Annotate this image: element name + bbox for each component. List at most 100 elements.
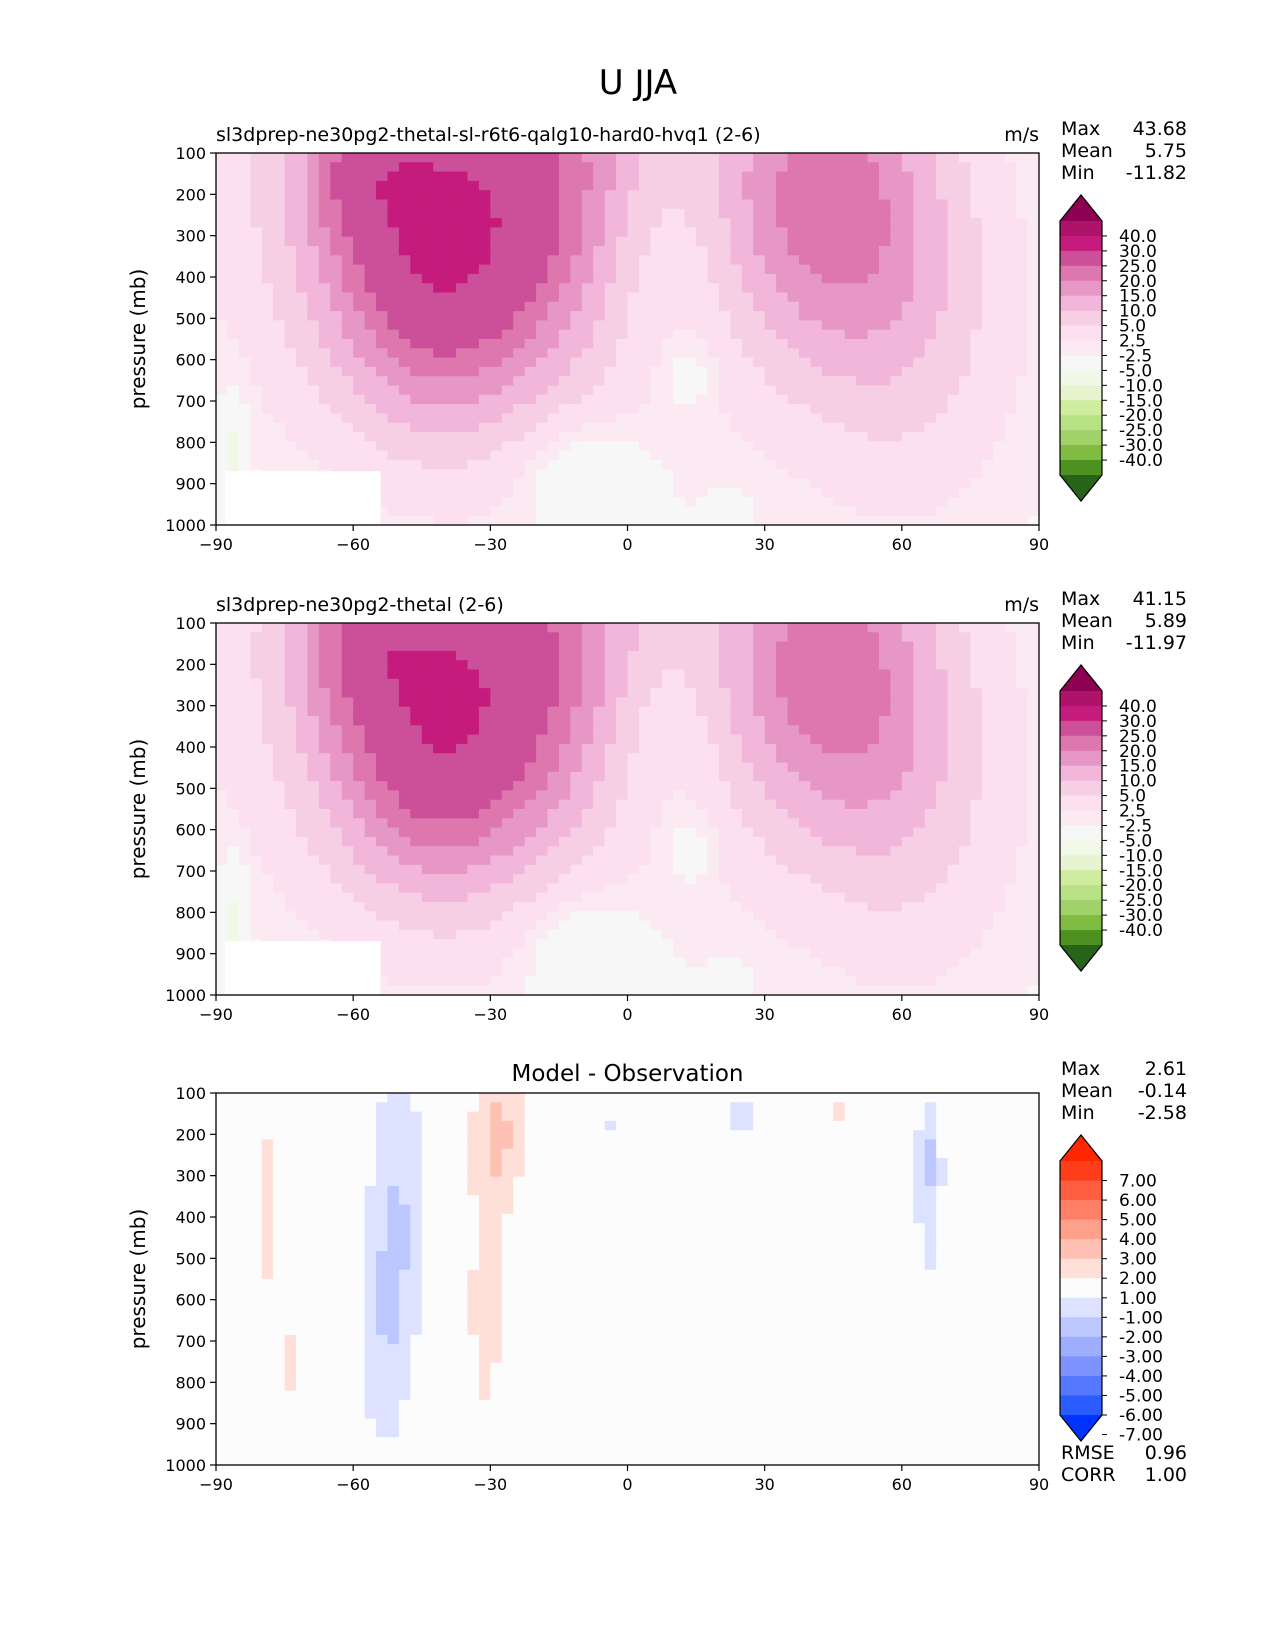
field-cell [958, 385, 972, 396]
field-cell [810, 688, 823, 698]
field-cell [993, 376, 1006, 387]
field-cell [421, 366, 434, 377]
field-cell [1016, 688, 1029, 698]
field-cell [238, 697, 251, 708]
field-cell [456, 725, 469, 736]
field-cell [593, 366, 606, 377]
field-cell [421, 218, 434, 228]
field-cell [787, 432, 800, 442]
field-cell [787, 716, 800, 726]
field-cell [696, 171, 709, 182]
field-cell [616, 697, 629, 708]
field-cell [490, 478, 503, 489]
field-cell [673, 864, 686, 875]
field-cell [718, 790, 731, 801]
colorbar-bin [1060, 445, 1102, 461]
field-cell [341, 688, 354, 698]
field-cell [844, 329, 857, 340]
field-cell [981, 459, 994, 470]
field-cell [627, 506, 640, 517]
field-cell [467, 208, 480, 219]
field-cell [216, 864, 229, 875]
field-cell [398, 864, 411, 875]
field-cell [593, 320, 606, 331]
field-cell [227, 236, 240, 247]
field-cell [844, 478, 857, 489]
field-cell [764, 441, 777, 452]
field-cell [490, 650, 503, 661]
field-cell [627, 404, 640, 414]
field-cell [296, 771, 309, 782]
field-cell [353, 706, 366, 717]
field-cell [776, 497, 789, 507]
field-cell [1004, 743, 1017, 754]
field-cell [558, 441, 571, 452]
field-cell [821, 515, 834, 526]
field-cell [776, 153, 789, 163]
field-cell [993, 264, 1006, 275]
field-cell [924, 697, 937, 708]
field-cell [833, 339, 846, 349]
field-cell [216, 734, 229, 745]
field-cell [307, 357, 320, 368]
field-cell [776, 273, 789, 284]
field-cell [833, 818, 846, 829]
field-cell [250, 357, 263, 368]
field-cell [593, 781, 606, 791]
field-cell [318, 641, 331, 652]
field-cell [661, 846, 674, 857]
field-cell [958, 753, 972, 764]
field-cell [981, 376, 994, 387]
field-cell [661, 180, 674, 191]
field-cell [478, 725, 491, 736]
field-cell [284, 753, 297, 764]
field-cell [547, 162, 560, 173]
field-cell [650, 218, 663, 228]
field-cell [593, 762, 606, 773]
field-cell [307, 641, 320, 652]
field-cell [433, 404, 446, 414]
field-cell [627, 162, 640, 173]
field-cell [341, 660, 354, 671]
field-cell [627, 441, 640, 452]
field-cell [307, 688, 320, 698]
field-cell [307, 199, 320, 210]
field-cell [467, 669, 480, 680]
field-cell [890, 497, 903, 507]
field-cell [798, 264, 811, 275]
field-cell [341, 697, 354, 708]
field-cell [776, 864, 789, 875]
field-cell [376, 846, 389, 857]
field-cell [936, 394, 949, 405]
field-cell [227, 422, 240, 433]
field-cell [410, 669, 423, 680]
field-cell [478, 180, 491, 191]
field-cell [216, 855, 229, 866]
field-cell [638, 497, 651, 507]
field-cell [810, 497, 823, 507]
field-cell [787, 781, 800, 791]
field-cell [341, 623, 354, 633]
field-cell [1004, 339, 1017, 349]
field-cell [798, 669, 811, 680]
field-cell [467, 180, 480, 191]
field-cell [776, 366, 789, 377]
field-cell [570, 422, 583, 433]
colorbar-bin [1060, 400, 1102, 416]
field-cell [421, 855, 434, 866]
field-cell [764, 180, 777, 191]
field-cell [501, 376, 514, 387]
field-cell [296, 264, 309, 275]
field-cell [433, 762, 446, 773]
field-cell [821, 255, 834, 266]
field-cell [444, 199, 457, 210]
field-cell [890, 376, 903, 387]
field-cell [364, 357, 377, 368]
field-cell [776, 339, 789, 349]
field-cell [1016, 366, 1029, 377]
field-cell [398, 515, 411, 526]
field-cell [673, 688, 686, 698]
field-cell [833, 650, 846, 661]
field-cell [238, 283, 251, 294]
field-cell [216, 688, 229, 698]
